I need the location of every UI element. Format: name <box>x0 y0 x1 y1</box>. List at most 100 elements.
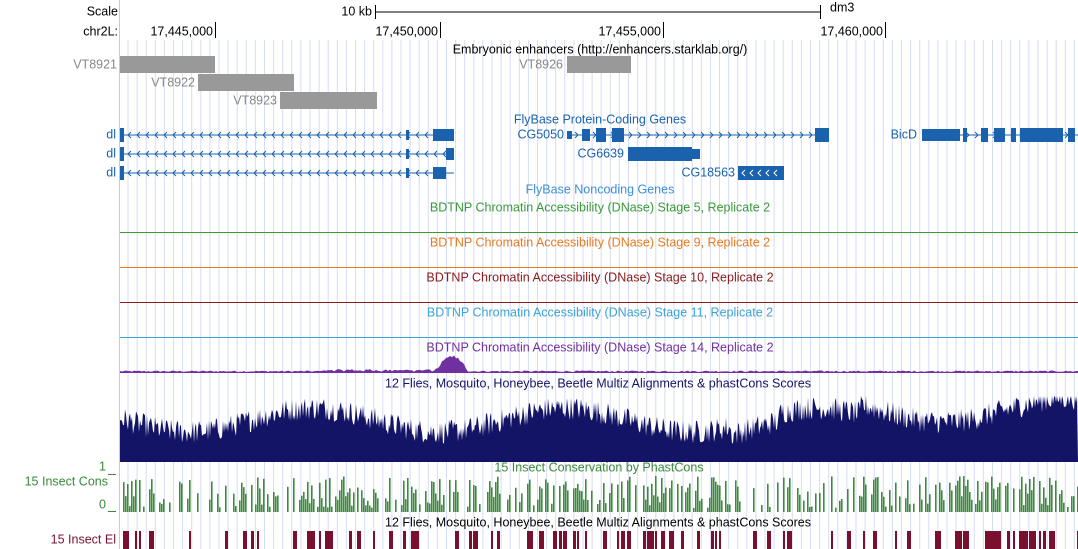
exon[interactable] <box>433 167 446 179</box>
exon[interactable] <box>120 128 124 142</box>
element <box>329 531 333 549</box>
position-ticks: 17,445,000 17,450,000 17,455,000 17,460,000 <box>150 22 886 38</box>
exon[interactable] <box>433 129 454 141</box>
strand-arrow <box>307 131 312 139</box>
exon[interactable] <box>815 128 829 142</box>
axis-min: 0 <box>99 497 106 511</box>
cons-bar <box>797 488 799 512</box>
gene-label[interactable]: BicD <box>891 127 917 141</box>
cons-bar <box>721 500 723 512</box>
element <box>149 531 152 549</box>
cons-bar <box>507 499 509 512</box>
strand-arrow <box>145 169 150 177</box>
phastcons-signal <box>123 476 1078 512</box>
exon[interactable] <box>981 128 988 142</box>
multiz-area <box>120 396 1078 462</box>
exon[interactable] <box>1068 128 1075 142</box>
enhancer[interactable] <box>198 74 294 91</box>
cons-bar <box>1063 502 1065 512</box>
exon[interactable] <box>446 148 454 160</box>
element <box>627 531 631 549</box>
exon[interactable] <box>567 131 572 139</box>
enhancer[interactable] <box>120 56 215 73</box>
cons-bar <box>939 482 941 512</box>
gene-label[interactable]: dl <box>106 165 116 179</box>
cons-bar <box>859 495 861 512</box>
gene-label[interactable]: CG18563 <box>681 165 735 179</box>
exon[interactable] <box>922 129 960 141</box>
assembly: dm3 <box>830 0 854 14</box>
strand-arrow <box>352 150 357 158</box>
exon[interactable] <box>738 166 784 180</box>
cons-bar <box>1045 497 1047 512</box>
enhancer[interactable] <box>280 92 377 109</box>
cons-bar <box>647 486 649 512</box>
cons-bar <box>241 482 243 512</box>
exon[interactable] <box>406 149 409 159</box>
cons-bar <box>255 504 257 512</box>
gene-label[interactable]: dl <box>106 127 116 141</box>
strand-arrow <box>379 150 384 158</box>
exon[interactable] <box>120 166 124 180</box>
gene-label[interactable]: CG6639 <box>577 146 624 160</box>
cons-bar <box>233 493 235 512</box>
cons-bar <box>547 482 549 512</box>
exon[interactable] <box>596 128 606 142</box>
exon[interactable] <box>120 147 124 161</box>
cons-bar <box>533 505 535 512</box>
strand-arrow <box>352 169 357 177</box>
exon[interactable] <box>994 128 1005 142</box>
cons-bar <box>957 480 959 512</box>
exon[interactable] <box>612 128 624 142</box>
element <box>711 531 714 549</box>
cons-bar <box>529 479 531 512</box>
enhancer[interactable] <box>567 56 631 73</box>
cons-bar <box>457 491 459 512</box>
strand-arrow <box>628 131 633 139</box>
exon[interactable] <box>582 129 590 141</box>
exon[interactable] <box>628 147 692 161</box>
exon[interactable] <box>692 149 700 159</box>
strand-arrow <box>397 169 402 177</box>
cons-bar <box>405 499 407 512</box>
cons-bar <box>611 483 613 512</box>
cons-bar <box>943 500 945 512</box>
cons-bar <box>305 499 307 512</box>
exon[interactable] <box>406 130 409 140</box>
cons-bar <box>1019 489 1021 512</box>
element <box>985 531 988 549</box>
cons-bar <box>1051 484 1053 512</box>
cons-bar <box>331 506 333 512</box>
gene-label[interactable]: dl <box>106 146 116 160</box>
element <box>863 531 865 549</box>
cons-bar <box>963 476 965 512</box>
exon[interactable] <box>406 168 409 178</box>
strand-arrow <box>181 169 186 177</box>
strand-arrow <box>379 169 384 177</box>
cons-bar <box>149 489 151 512</box>
exon[interactable] <box>1020 128 1063 142</box>
exon[interactable] <box>1011 128 1016 142</box>
strand-arrow <box>334 150 339 158</box>
cons-bar <box>475 485 477 512</box>
cons-bar <box>1013 488 1015 512</box>
cons-bar <box>1043 487 1045 512</box>
strand-arrow <box>271 169 276 177</box>
position-label: 17,455,000 <box>598 24 661 38</box>
strand-arrow <box>709 131 714 139</box>
cons-bar <box>313 498 315 512</box>
cons-bar <box>725 480 727 512</box>
element <box>873 531 877 549</box>
strand-arrow <box>741 169 746 177</box>
cons-bar <box>955 485 957 512</box>
cons-bar <box>539 486 541 512</box>
gene-label[interactable]: CG5050 <box>517 127 564 141</box>
strand-arrow <box>343 169 348 177</box>
cons-bar <box>181 483 183 512</box>
cons-bar <box>981 491 983 512</box>
enhancer-label: VT8921 <box>73 57 117 71</box>
cons-bar <box>401 505 403 512</box>
exon[interactable] <box>963 128 967 142</box>
track-title: FlyBase Protein-Coding Genes <box>514 112 686 126</box>
cons-bar <box>865 484 867 512</box>
